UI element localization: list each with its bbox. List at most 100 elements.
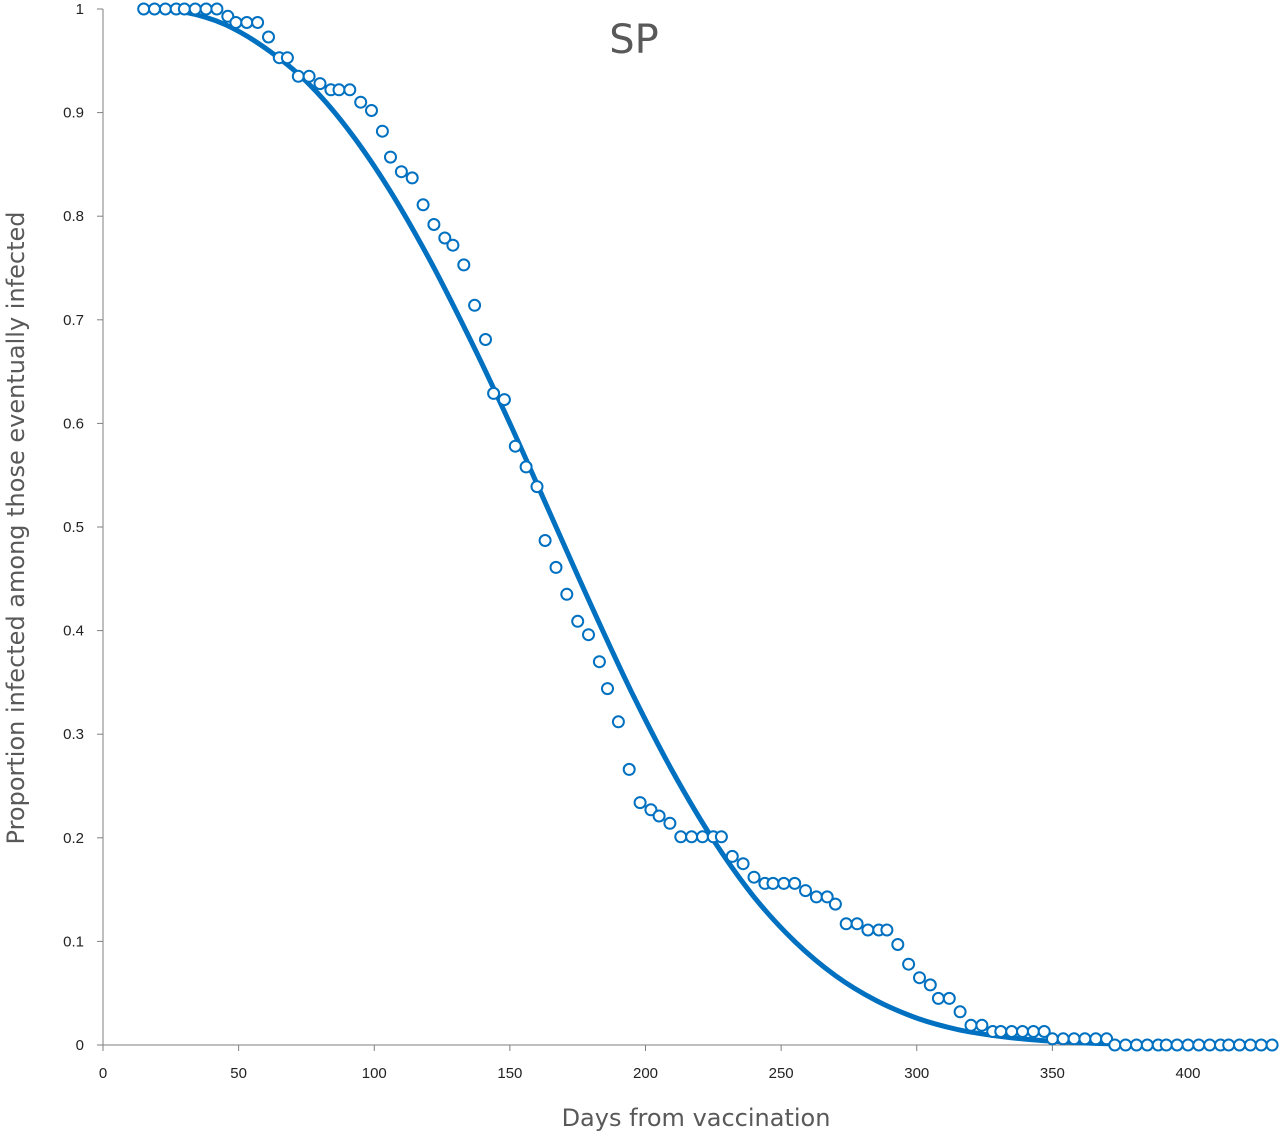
y-tick-label: 0.9	[63, 105, 84, 122]
data-point	[177, 2, 191, 16]
x-tick-label: 300	[904, 1065, 929, 1082]
y-ticks: 0 0.1 0.2 0.3 0.4 0.5 0.6 0.7 0.8 0.9 1	[63, 1, 103, 1054]
data-point	[571, 614, 585, 628]
data-point	[332, 83, 346, 97]
y-tick-label: 0.8	[63, 208, 84, 225]
data-point	[601, 682, 614, 696]
data-point	[519, 460, 533, 474]
data-point	[1056, 1032, 1070, 1046]
fitted-curve	[141, 6, 1272, 1048]
data-point	[210, 2, 224, 16]
data-point	[199, 2, 213, 16]
data-point	[1026, 1025, 1040, 1038]
data-point	[1222, 1038, 1236, 1052]
x-ticks: 0 50 100 150 200 250 300 350 400	[99, 1045, 1201, 1082]
data-point	[1119, 1038, 1133, 1052]
y-tick-label: 0	[76, 1037, 84, 1054]
data-point	[530, 480, 544, 494]
data-point	[913, 971, 926, 985]
data-point	[994, 1025, 1008, 1038]
data-point	[633, 796, 647, 810]
data-point	[148, 2, 161, 16]
data-point	[1233, 1038, 1246, 1052]
data-point	[820, 890, 834, 904]
data-point	[1067, 1032, 1081, 1046]
data-point	[1005, 1025, 1019, 1038]
data-point	[158, 2, 172, 16]
data-point	[880, 923, 894, 937]
data-point	[582, 628, 595, 642]
data-point	[280, 51, 294, 65]
x-tick-label: 100	[362, 1065, 387, 1082]
data-point	[777, 876, 791, 890]
data-point	[1037, 1025, 1051, 1038]
y-tick-label: 0.2	[63, 830, 84, 847]
data-point	[416, 198, 430, 212]
data-point	[696, 830, 709, 844]
data-point	[229, 16, 243, 29]
data-point	[384, 150, 397, 164]
data-point	[343, 83, 357, 97]
data-point	[251, 16, 265, 29]
data-point	[725, 849, 739, 863]
data-point	[861, 923, 875, 937]
data-point	[446, 238, 460, 252]
x-tick-label: 200	[633, 1065, 658, 1082]
y-tick-label: 0.4	[63, 623, 84, 640]
data-point	[964, 1018, 978, 1032]
data-point	[427, 218, 441, 231]
data-point	[747, 870, 761, 884]
data-point	[839, 917, 853, 931]
data-point	[1140, 1038, 1154, 1052]
data-point	[1108, 1038, 1122, 1052]
chart-title: SP	[609, 17, 659, 63]
data-point	[652, 809, 666, 823]
y-tick-label: 0.7	[63, 312, 84, 329]
data-point	[766, 876, 780, 890]
data-point	[1159, 1038, 1173, 1052]
y-axis-title: Proportion infected among those eventual…	[2, 212, 30, 845]
data-point	[405, 171, 419, 185]
data-point	[663, 816, 677, 830]
data-point	[975, 1018, 989, 1032]
data-point	[850, 917, 864, 931]
y-tick-label: 0.6	[63, 415, 84, 432]
data-point	[714, 830, 728, 844]
data-point	[809, 890, 823, 904]
data-point	[291, 69, 305, 83]
data-point	[1078, 1032, 1092, 1046]
x-axis-title: Days from vaccination	[562, 1104, 831, 1132]
data-point	[799, 884, 812, 898]
data-point	[1192, 1038, 1206, 1052]
data-point	[1203, 1038, 1217, 1052]
data-point	[508, 439, 522, 453]
x-tick-label: 50	[230, 1065, 247, 1082]
data-point	[1254, 1038, 1268, 1052]
data-point	[457, 258, 471, 272]
data-point	[1089, 1032, 1103, 1046]
data-point	[611, 715, 625, 729]
data-point	[538, 534, 552, 547]
data-point	[942, 991, 956, 1005]
data-point	[188, 2, 202, 16]
data-point	[1181, 1038, 1195, 1052]
data-point	[685, 830, 699, 844]
x-tick-label: 0	[99, 1065, 107, 1082]
y-tick-label: 0.1	[63, 933, 84, 950]
data-point	[302, 69, 316, 83]
data-point	[674, 830, 688, 844]
data-point	[953, 1005, 967, 1019]
x-tick-label: 250	[769, 1065, 794, 1082]
data-point	[1016, 1025, 1029, 1038]
x-tick-label: 150	[497, 1065, 522, 1082]
data-point	[479, 333, 492, 346]
data-point	[1045, 1032, 1059, 1046]
data-point	[828, 897, 842, 911]
data-point	[438, 231, 452, 245]
data-point	[137, 2, 151, 16]
x-tick-label: 350	[1040, 1065, 1065, 1082]
data-point	[375, 124, 389, 138]
data-point	[1265, 1038, 1279, 1052]
